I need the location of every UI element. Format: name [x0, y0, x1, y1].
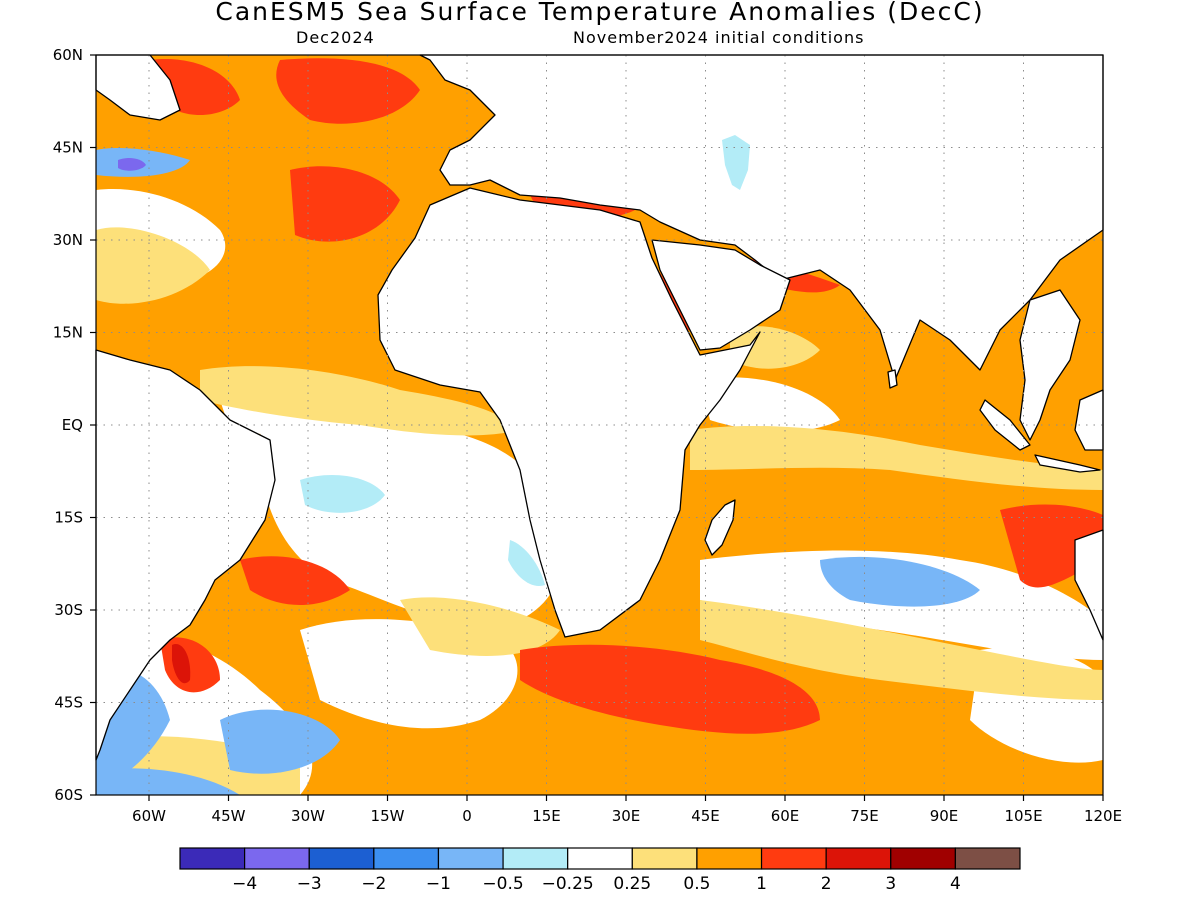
colorbar-label: −4 [232, 874, 257, 894]
lat-tick-label: 45S [54, 694, 83, 712]
map-gridlines [96, 55, 1103, 795]
warm-patch-north-atlantic-east [290, 166, 400, 242]
greenland-landmass [95, 54, 181, 121]
weak-cool-patch-benguela [508, 540, 545, 586]
lon-tick-label: 15E [532, 807, 561, 825]
weak-warm-band-arabian [730, 326, 820, 369]
weak-warm-band-indian-eq [690, 425, 1103, 490]
cool-patch-southwest-corner [96, 768, 240, 795]
strong-cool-spot-nw-atlantic [118, 157, 146, 171]
lon-tick-label: 120E [1084, 807, 1122, 825]
warm-patch-north-atlantic [276, 58, 420, 124]
neutral-zone-south-atlantic [260, 415, 564, 626]
java-landmass [1034, 454, 1101, 473]
colorbar-label: −2 [361, 874, 386, 894]
colorbar-swatch [954, 847, 1021, 870]
lat-tick-label: 60N [53, 46, 83, 64]
colorbar-swatch [760, 847, 827, 870]
madagascar-landmass [704, 499, 736, 556]
colorbar-swatch [437, 847, 504, 870]
init-conditions-label: November2024 initial conditions [573, 28, 865, 47]
lon-tick-label: 105E [1004, 807, 1042, 825]
cool-patch-indian-south [820, 556, 980, 607]
strong-warm-patch-brazil [172, 644, 191, 684]
southeast-asia-landmass [1019, 289, 1081, 441]
sri-lanka-landmass [887, 369, 898, 389]
lat-tick-label: 30N [53, 231, 83, 249]
europe-landmass [419, 54, 1104, 381]
colorbar-label: 4 [950, 874, 961, 894]
colorbar-swatch [502, 847, 569, 870]
weak-warm-band-south-atlantic [400, 597, 560, 656]
colorbar-label: 0.5 [683, 874, 710, 894]
colorbar-label: −3 [297, 874, 322, 894]
neutral-zone-indian-east [700, 377, 840, 432]
colorbar-label: 1 [756, 874, 767, 894]
colorbar-swatch [244, 847, 310, 870]
land-masses [95, 54, 1104, 761]
colorbar-legend: −4 −3 −2 −1 −0.5 −0.25 0.25 0.5 1 2 3 4 [179, 847, 1021, 894]
colorbar-swatch [696, 847, 763, 870]
lon-tick-label: 15W [371, 807, 405, 825]
lon-tick-label: 90E [930, 807, 959, 825]
lat-tick-label: EQ [62, 416, 83, 434]
cool-patch-south-atlantic-mid [220, 709, 340, 774]
warm-patch-agulhas [520, 644, 820, 734]
lon-tick-label: 30W [291, 807, 325, 825]
colorbar-label: 3 [885, 874, 896, 894]
lat-tick-label: 15S [54, 509, 83, 527]
weak-cool-patch-south-atlantic [300, 475, 385, 513]
warm-patch-south-atlantic-mid [240, 556, 350, 605]
australia-landmass [1074, 529, 1104, 641]
caspian-sea [722, 135, 750, 190]
weak-warm-band-indian-south [700, 600, 1103, 700]
colorbar-swatch [308, 847, 375, 870]
colorbar-label: −0.5 [482, 874, 523, 894]
lon-tick-label: 60W [132, 807, 166, 825]
colorbar-swatch [890, 847, 956, 870]
colorbar-label: 2 [821, 874, 832, 894]
africa-landmass [377, 187, 761, 638]
south-america-landmass [95, 349, 276, 761]
borneo-landmass [1074, 389, 1104, 451]
map-title: CanESM5 Sea Surface Temperature Anomalie… [215, 0, 985, 26]
lon-tick-label: 45E [691, 807, 720, 825]
colorbar-swatch [567, 847, 633, 870]
lon-tick-label: 75E [850, 807, 879, 825]
lon-tick-label: 45W [212, 807, 246, 825]
longitude-axis: 60W 45W 30W 15W 0 15E 30E 45E 60E 75E 90E 105E 120E [132, 795, 1122, 825]
colorbar-swatch [631, 847, 698, 870]
lat-tick-label: 60S [54, 786, 83, 804]
lat-tick-label: 15N [53, 324, 83, 342]
lon-tick-label: 60E [771, 807, 800, 825]
lon-tick-label: 0 [462, 807, 472, 825]
weak-warm-band-atlantic-north [96, 227, 210, 304]
colorbar-swatch [179, 847, 246, 870]
colorbar-swatch [373, 847, 440, 870]
lon-tick-label: 30E [612, 807, 641, 825]
arabia-landmass [651, 239, 791, 351]
colorbar-swatch [825, 847, 892, 870]
valid-month-label: Dec2024 [296, 28, 375, 47]
colorbar-label: −0.25 [542, 874, 594, 894]
lat-tick-label: 45N [53, 139, 83, 157]
lat-tick-label: 30S [54, 601, 83, 619]
colorbar-label: −1 [426, 874, 451, 894]
latitude-axis: 60N 45N 30N 15N EQ 15S 30S 45S 60S [53, 46, 96, 804]
weak-warm-band-guinea [200, 366, 520, 436]
colorbar-label: 0.25 [613, 874, 651, 894]
